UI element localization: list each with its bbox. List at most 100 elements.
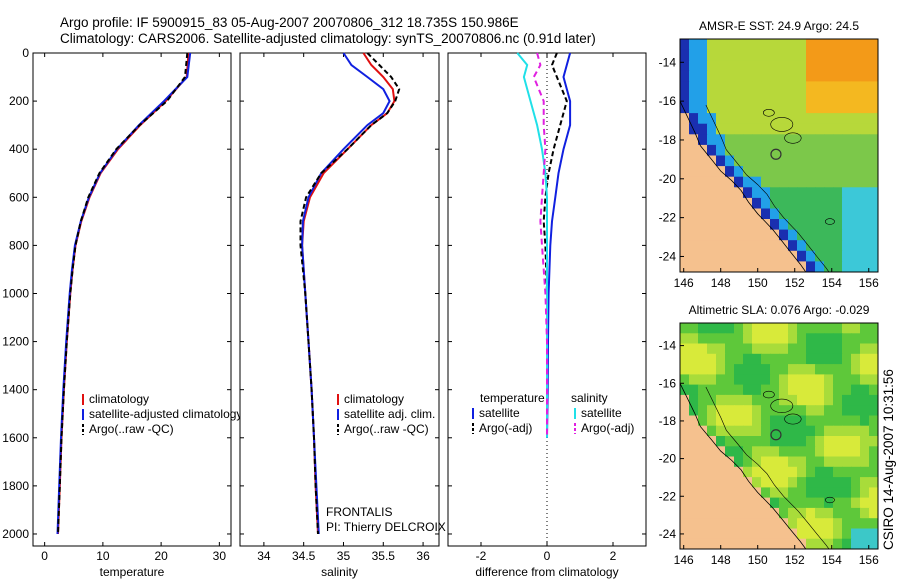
map_sla-field-cell: [869, 415, 878, 427]
map_sla-field-cell: [680, 333, 690, 345]
map_sla-field-cell: [716, 507, 726, 519]
map_sla-field-cell: [824, 528, 834, 540]
map_sst-field-cell: [716, 102, 726, 114]
map_sla-field-cell: [815, 415, 825, 427]
map_sst-field-cell: [689, 240, 699, 252]
map_sst-field-cell: [698, 70, 708, 82]
map_sla-field-cell: [761, 343, 771, 355]
map_sst-field-cell: [680, 39, 690, 51]
map_sst-field-cell: [680, 123, 690, 135]
map_sla-field-cell: [752, 364, 762, 375]
map_sst-field-cell: [698, 39, 708, 51]
map_sst-field-cell: [860, 261, 870, 272]
map_sla-field-cell: [698, 374, 708, 386]
map_sst-field-cell: [788, 134, 798, 146]
map_sla-field-cell: [680, 343, 690, 355]
map_sla-field-cell: [752, 538, 762, 549]
map_sla-field-cell: [680, 497, 690, 509]
map_sst-field-cell: [815, 60, 825, 72]
temperature-ytick-label: 600: [9, 190, 29, 204]
map_sla-field-cell: [761, 446, 771, 458]
map_sla-field-cell: [815, 364, 825, 375]
map_sst-field-cell: [797, 219, 807, 231]
map_sla-field-cell: [815, 425, 825, 437]
map_sst-field-cell: [851, 250, 861, 262]
map_sst-field-cell: [761, 197, 771, 210]
map_sla-field-cell: [716, 405, 726, 417]
map_sla-field-cell: [716, 323, 726, 334]
diff-legend-temp-sat-text: satellite: [479, 406, 520, 420]
map_sla-field-cell: [734, 394, 744, 406]
map_sla-field-cell: [707, 436, 717, 447]
map_sst-field-cell: [779, 49, 789, 61]
map_sst-field-cell: [707, 39, 717, 51]
map_sla-field-cell: [725, 415, 735, 427]
map_sst-field-cell: [689, 92, 699, 104]
map_sst-field-cell: [815, 176, 825, 188]
map_sst-field-cell: [860, 49, 870, 61]
map_sst-field-cell: [698, 134, 708, 146]
map_sst-field-cell: [770, 39, 780, 51]
map_sla-field-cell: [851, 425, 861, 437]
map_sst-field-cell: [815, 261, 825, 272]
map_sla-field-cell: [824, 538, 834, 549]
map_sla-field-cell: [851, 353, 861, 365]
map_sla-field-cell: [752, 518, 762, 530]
map_sst-field-cell: [842, 39, 852, 51]
map_sla-field-cell: [725, 405, 735, 417]
map_sst-field-cell: [752, 240, 762, 252]
map_sla-field-cell: [833, 528, 843, 540]
map_sla-field-cell: [869, 466, 878, 478]
map_sla-field-cell: [743, 343, 753, 355]
map_sla-field-cell: [689, 446, 699, 458]
map_sla-field-cell: [815, 333, 825, 345]
map_sst-field-cell: [779, 39, 789, 51]
map_sst-field-cell: [797, 92, 807, 104]
map_sla-xtick-label: 146: [674, 553, 694, 567]
map_sst-field-cell: [788, 240, 798, 252]
map_sla-field-cell: [743, 466, 753, 478]
map_sst-field-cell: [680, 134, 690, 146]
map_sla-field-cell: [698, 353, 708, 365]
map_sla-field-cell: [716, 528, 726, 540]
map_sla-field-cell: [761, 353, 771, 365]
map_sla-field-cell: [860, 456, 870, 468]
map_sla-field-cell: [815, 343, 825, 355]
map_sst-field-cell: [770, 102, 780, 114]
map_sla-field-cell: [815, 446, 825, 458]
map_sst-field-cell: [842, 166, 852, 178]
map_sst-field-cell: [770, 176, 780, 188]
map_sst-field-cell: [851, 155, 861, 167]
map_sst-reef-contour: [784, 132, 802, 144]
map_sla-field-cell: [842, 405, 852, 417]
map_sst-field-cell: [869, 144, 878, 157]
map_sst-field-cell: [725, 166, 735, 178]
map_sla-field-cell: [860, 477, 870, 488]
map_sst-field-cell: [833, 219, 843, 231]
map_sst-field-cell: [842, 81, 852, 93]
map_sst-field-cell: [716, 166, 726, 178]
map_sst-field-cell: [770, 123, 780, 135]
map_sla-field-cell: [734, 364, 744, 375]
map_sst-field-cell: [716, 39, 726, 51]
map_sst-field-cell: [725, 81, 735, 93]
sst-map-panel: 146 148 150 152 154 156 -14 -16 -18 -20 -22 -24 AMSR…: [659, 19, 879, 290]
map_sst-field-cell: [770, 187, 780, 199]
map_sst-field: [680, 39, 878, 272]
map_sst-field-cell: [743, 113, 753, 125]
map_sla-field-cell: [743, 323, 753, 334]
map_sla-field-cell: [806, 518, 816, 530]
temperature-xtick-label: 30: [213, 549, 227, 563]
map_sst-field-cell: [752, 39, 762, 51]
map_sst-field-cell: [770, 60, 780, 72]
map_sla-field-cell: [689, 487, 699, 499]
map_sst-field-cell: [725, 92, 735, 104]
map_sst-field-cell: [680, 197, 690, 210]
map_sla-field-cell: [779, 518, 789, 530]
map_sst-field-cell: [761, 229, 771, 241]
map_sla-field-cell: [851, 374, 861, 386]
map_sla-field-cell: [725, 374, 735, 386]
map_sla-field-cell: [752, 374, 762, 386]
map_sst-field-cell: [779, 102, 789, 114]
map_sst-field-cell: [716, 240, 726, 252]
